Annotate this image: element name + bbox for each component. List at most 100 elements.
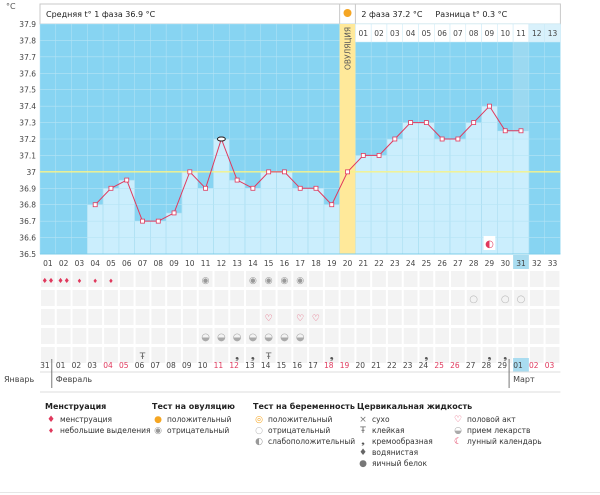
- symbol-cell: [419, 309, 434, 325]
- top-day-label: 10: [500, 29, 510, 38]
- calendar-date: 03: [87, 361, 97, 370]
- calendar-date: 01: [513, 361, 523, 370]
- calendar-date: 28: [482, 361, 492, 370]
- symbol-cell: [104, 309, 118, 325]
- y-tick-label: 37.5: [19, 86, 36, 95]
- cycle-day-label: 14: [248, 259, 258, 268]
- symbol-cell: [466, 290, 481, 306]
- temperature-bar: [165, 212, 183, 255]
- symbol-cell: [403, 347, 418, 363]
- temperature-point: [360, 153, 366, 158]
- creamy-icon: ❟: [361, 436, 365, 447]
- cycle-day-label: 26: [437, 259, 447, 268]
- legend-label: прием лекарств: [467, 426, 531, 435]
- heart-icon: ♡: [296, 314, 304, 324]
- y-tick-label: 37: [26, 168, 36, 177]
- legend-label: сухо: [372, 415, 390, 424]
- cycle-day-label: 13: [232, 259, 242, 268]
- temperature-point: [187, 169, 193, 175]
- calendar-date: 31: [40, 361, 50, 370]
- pill-icon: ◒: [454, 425, 462, 436]
- legend-label: слабоположительный: [268, 437, 356, 446]
- symbol-cell: [324, 290, 339, 306]
- top-day-label: 05: [422, 29, 432, 38]
- month-label-feb: Февраль: [56, 375, 93, 384]
- calendar-date: 07: [151, 361, 161, 370]
- symbol-cell: [419, 290, 434, 306]
- cycle-day-label: 15: [264, 259, 274, 268]
- calendar-date: 02: [529, 361, 539, 370]
- temperature-point: [423, 120, 429, 125]
- legend-item: ◎ положительный: [253, 414, 355, 425]
- symbol-cell: [261, 328, 276, 344]
- legend-title-cervical: Цервикальная жидкость: [357, 402, 473, 411]
- symbol-cell: [293, 290, 308, 306]
- calendar-date: 23: [403, 361, 413, 370]
- temperature-point: [92, 202, 98, 208]
- cycle-day-label: 07: [138, 259, 148, 268]
- diff-label: Разница t° 0.3 °C: [435, 10, 507, 19]
- pill-icon: ◒: [249, 332, 258, 343]
- legend-title-menstruation: Менструация: [45, 402, 107, 411]
- symbol-cell: [119, 271, 134, 287]
- symbol-cell: [466, 328, 481, 344]
- symbol-cell: [151, 271, 166, 287]
- calendar-date: 11: [214, 361, 224, 370]
- symbol-cell: [372, 309, 386, 325]
- unit-label: °C: [6, 2, 16, 11]
- heart-icon: ♡: [312, 314, 320, 324]
- legend-label: положительный: [167, 415, 232, 424]
- y-tick-label: 37.8: [19, 36, 36, 45]
- creamy-icon: ❟: [487, 351, 491, 362]
- symbol-cell: [41, 309, 55, 325]
- symbol-cell: [372, 328, 386, 344]
- symbol-cell: [545, 271, 560, 287]
- symbol-cell: [356, 271, 371, 287]
- symbol-cell: [56, 271, 71, 287]
- ovulation-column: [339, 24, 356, 254]
- legend-item: ♡ половой акт: [452, 414, 542, 425]
- symbol-cell: [451, 309, 465, 325]
- calendar-date: 12: [229, 361, 239, 370]
- top-day-cell: [544, 23, 561, 43]
- calendar-date: 03: [545, 361, 555, 370]
- symbol-cell: [72, 271, 87, 287]
- symbol-cell: [246, 347, 260, 363]
- symbol-cell: [104, 271, 118, 287]
- symbol-cell: [198, 328, 213, 344]
- cycle-day-label: 17: [295, 259, 305, 268]
- legend: Менструация ♦ менструация ♦ небольшие выде…: [0, 402, 600, 492]
- creamy-icon: ❟: [251, 351, 255, 362]
- sun-icon: [343, 9, 352, 17]
- calendar-date: 21: [371, 361, 381, 370]
- temperature-point: [518, 128, 524, 134]
- temperature-bar: [228, 179, 246, 255]
- symbol-cell: [135, 347, 150, 363]
- creamy-icon: ❟: [235, 351, 239, 362]
- top-day-label: 11: [516, 29, 526, 38]
- calendar-date: 17: [308, 361, 318, 370]
- pregtest-negative-icon: ○: [469, 294, 478, 305]
- calendar-date: 10: [198, 361, 208, 370]
- calendar-date: 22: [387, 361, 397, 370]
- cycle-day-label: 30: [500, 259, 510, 268]
- egg-white-icon: ●: [359, 458, 367, 469]
- temperature-point: [124, 177, 130, 183]
- temperature-bar: [181, 171, 198, 255]
- symbol-cell: [293, 271, 308, 287]
- symbol-cell: [214, 309, 229, 325]
- cycle-day-label: 09: [169, 259, 179, 268]
- symbol-cell: [88, 271, 103, 287]
- symbol-cell: [372, 347, 386, 363]
- legend-item: ● яичный белок: [357, 458, 472, 469]
- temperature-bar: [497, 130, 514, 255]
- cycle-day-label: 19: [327, 259, 337, 268]
- ovulation-negative-icon: ◉: [296, 276, 304, 286]
- calendar-date: 19: [340, 361, 350, 370]
- symbol-cell: [324, 309, 339, 325]
- symbol-cell: [72, 309, 87, 325]
- top-day-label: 13: [548, 29, 558, 38]
- symbol-cell: [482, 328, 497, 344]
- symbol-cell: [356, 347, 371, 363]
